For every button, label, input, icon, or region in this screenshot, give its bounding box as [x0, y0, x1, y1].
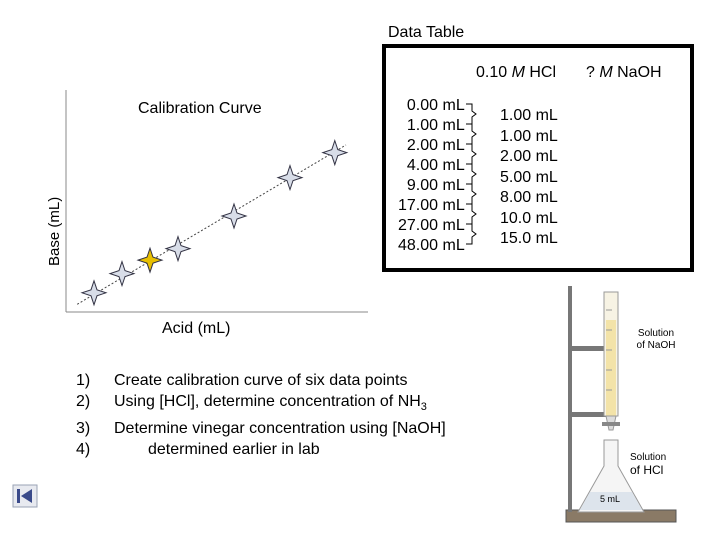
hcl-value: 17.00 mL: [398, 197, 465, 214]
flask-volume-label: 5 mL: [600, 494, 621, 504]
data-point: [136, 246, 164, 274]
instructions-list: 1) Create calibration curve of six data p…: [76, 370, 446, 460]
naoh-value: 10.0 mL: [500, 209, 558, 227]
hcl-value: 48.00 mL: [398, 237, 465, 254]
hcl-values-list: 0.00 mL 1.00 mL 2.00 mL 4.00 mL 9.00 mL 17.00…: [398, 96, 465, 256]
calibration-chart: [65, 90, 368, 313]
instruction-step: 2) Using [HCl], determine concentration o…: [76, 391, 446, 418]
hcl-value: 27.00 mL: [398, 217, 465, 234]
trendline: [76, 144, 347, 305]
burette-solution: [606, 320, 616, 416]
hcl-value: 4.00 mL: [406, 157, 465, 174]
step-number: 1): [76, 372, 91, 389]
data-point: [321, 139, 349, 167]
step-text: determined earlier in lab: [148, 441, 320, 459]
naoh-value: 1.00 mL: [500, 127, 558, 145]
x-axis-label: Acid (mL): [162, 320, 231, 337]
data-point: [276, 164, 304, 192]
hcl-value: 0.00 mL: [406, 97, 465, 114]
hcl-value: 2.00 mL: [406, 137, 465, 154]
burette-clamp: [570, 346, 610, 351]
naoh-values-list: 1.00 mL 1.00 mL 2.00 mL 5.00 mL 8.00 mL 10.0 …: [500, 106, 558, 250]
data-point: [80, 279, 108, 307]
hcl-column-header: 0.10 M HCl: [476, 64, 557, 81]
naoh-value: 8.00 mL: [500, 189, 558, 206]
step-number: 2): [76, 393, 91, 410]
step-text: Create calibration curve of six data poi…: [114, 372, 408, 389]
stand-rod: [568, 286, 572, 512]
naoh-column-header: ? M NaOH: [586, 64, 662, 81]
step-number: 3): [76, 420, 91, 438]
burette-label: Solution of NaOH: [636, 328, 676, 351]
data-table-title: Data Table: [388, 24, 465, 41]
instruction-step: 1) Create calibration curve of six data p…: [76, 370, 446, 391]
titration-apparatus: [565, 286, 677, 523]
stopcock: [602, 422, 620, 426]
data-point: [108, 260, 136, 288]
data-point: [220, 202, 248, 230]
data-point: [164, 235, 192, 263]
flask-solution: [580, 492, 642, 510]
hcl-value: 9.00 mL: [406, 177, 465, 194]
pairing-braces: [466, 103, 477, 245]
step-number: 4): [76, 441, 91, 459]
chart-title: Calibration Curve: [138, 100, 262, 117]
naoh-value: 5.00 mL: [500, 168, 558, 186]
naoh-value: 15.0 mL: [500, 230, 558, 247]
instruction-step: 3) Determine vinegar concentration using …: [76, 418, 446, 439]
hcl-value: 1.00 mL: [406, 117, 465, 134]
data-table-box: [382, 44, 694, 272]
naoh-value: 2.00 mL: [500, 148, 558, 165]
brace-marks: [466, 103, 477, 245]
instruction-step: 4) determined earlier in lab: [76, 439, 446, 460]
step-text: Determine vinegar concentration using [N…: [114, 420, 446, 438]
flask-label: Solution of HCl: [630, 452, 667, 477]
skip-back-icon[interactable]: [12, 484, 38, 508]
step-text: Using [HCl], determine concentration of …: [114, 393, 427, 414]
naoh-value: 1.00 mL: [500, 107, 558, 124]
